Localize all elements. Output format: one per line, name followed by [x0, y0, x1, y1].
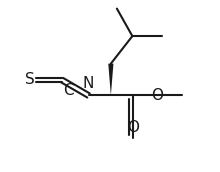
- Text: N: N: [83, 76, 94, 91]
- Polygon shape: [108, 64, 114, 95]
- Text: O: O: [151, 88, 163, 103]
- Text: C: C: [63, 83, 74, 98]
- Text: S: S: [26, 72, 35, 88]
- Text: O: O: [127, 120, 139, 135]
